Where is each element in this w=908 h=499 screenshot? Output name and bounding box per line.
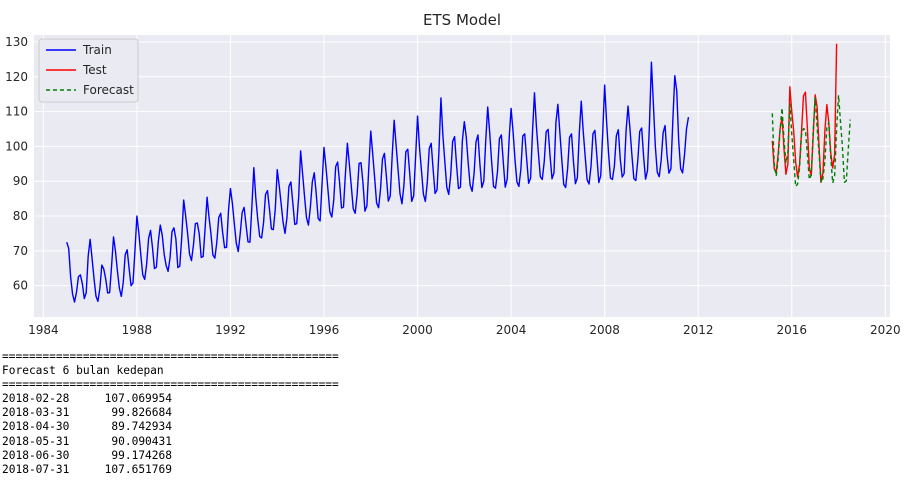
forecast-date: 2018-04-30 [2, 420, 70, 434]
forecast-value: 89.742934 [111, 420, 172, 434]
forecast-row: 2018-05-31 90.090431 [2, 435, 339, 449]
y-tick-label: 60 [13, 279, 28, 293]
y-axis-ticks: 60 70 80 90 100 110 120 130 [5, 35, 28, 293]
ets-chart: 1984 1988 1992 1996 2000 2004 2008 2012 2016 2020… [5, 11, 901, 337]
y-tick-label: 120 [5, 70, 28, 84]
forecast-date: 2018-07-31 [2, 462, 70, 476]
forecast-value: 99.826684 [111, 406, 172, 420]
x-tick-label: 2016 [776, 323, 807, 337]
x-tick-label: 1988 [122, 323, 153, 337]
legend: Train Test Forecast [38, 38, 139, 103]
console-output: ========================================… [2, 350, 339, 477]
series-line-forecast [771, 94, 851, 188]
legend-label-test: Test [82, 63, 107, 77]
x-tick-label: 1992 [215, 323, 246, 337]
forecast-value: 107.651769 [104, 462, 172, 476]
y-tick-label: 70 [13, 244, 28, 258]
legend-label-train: Train [82, 43, 112, 57]
series-lines [66, 43, 851, 303]
x-tick-label: 2020 [870, 323, 901, 337]
legend-box [38, 38, 139, 103]
y-tick-label: 110 [5, 105, 28, 119]
y-tick-label: 100 [5, 139, 28, 153]
x-tick-label: 1984 [28, 323, 59, 337]
forecast-date: 2018-05-31 [2, 434, 70, 448]
plot-background [34, 35, 890, 317]
y-tick-label: 80 [13, 209, 28, 223]
separator-line: ========================================… [2, 350, 339, 363]
forecast-value: 99.174268 [111, 448, 172, 462]
forecast-date: 2018-06-30 [2, 448, 70, 462]
y-tick-label: 90 [13, 174, 28, 188]
x-tick-label: 2004 [496, 323, 527, 337]
forecast-row: 2018-04-30 89.742934 [2, 420, 339, 434]
forecast-value: 90.090431 [111, 434, 172, 448]
series-line-train [66, 61, 690, 303]
x-tick-label: 2008 [589, 323, 620, 337]
forecast-date: 2018-03-31 [2, 406, 70, 420]
forecast-date: 2018-02-28 [2, 392, 70, 406]
legend-label-forecast: Forecast [83, 83, 134, 97]
forecast-row: 2018-02-28 107.069954 [2, 392, 339, 406]
separator-line: ========================================… [2, 378, 339, 392]
x-axis-ticks: 1984 1988 1992 1996 2000 2004 2008 2012 2016 2020 [28, 323, 901, 337]
forecast-value: 107.069954 [104, 392, 172, 406]
forecast-row: 2018-07-31 107.651769 [2, 463, 339, 477]
x-tick-label: 1996 [309, 323, 340, 337]
forecast-row: 2018-03-31 99.826684 [2, 406, 339, 420]
output-heading: Forecast 6 bulan kedepan [2, 364, 164, 378]
forecast-row: 2018-06-30 99.174268 [2, 449, 339, 463]
chart-title: ETS Model [423, 11, 501, 29]
y-tick-label: 130 [5, 35, 28, 49]
x-tick-label: 2012 [683, 323, 714, 337]
x-tick-label: 2000 [402, 323, 433, 337]
